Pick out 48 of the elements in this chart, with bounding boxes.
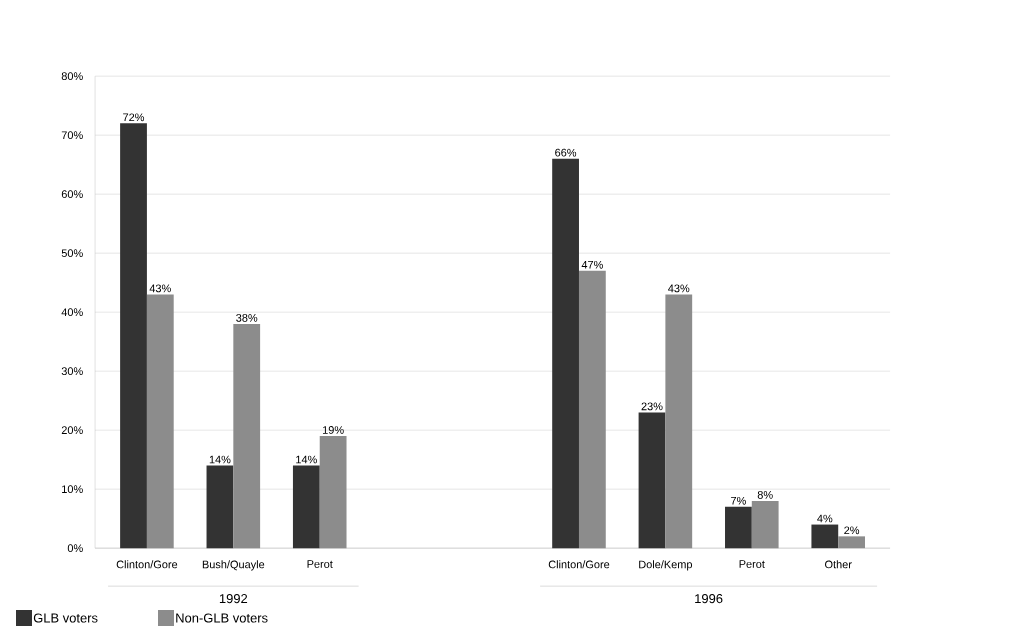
- bar: [206, 465, 234, 549]
- bar: [120, 123, 147, 549]
- x-tick-label: Perot: [307, 560, 333, 568]
- x-tick-label: Bush/Quayle: [202, 560, 265, 571]
- y-tick-label: 60%: [61, 190, 83, 199]
- y-tick-label: 20%: [61, 426, 83, 435]
- y-tick-label: 0%: [67, 544, 83, 553]
- bar: [292, 465, 320, 549]
- data-label: 7%: [731, 497, 746, 505]
- bar: [319, 436, 347, 549]
- data-label: 43%: [668, 284, 690, 293]
- data-label: 2%: [844, 526, 860, 535]
- data-label: 66%: [555, 148, 577, 157]
- y-tick-label: 10%: [62, 485, 83, 494]
- bar: [725, 506, 752, 549]
- bar: [751, 500, 779, 549]
- bar: [233, 323, 261, 549]
- data-label: 38%: [236, 314, 258, 322]
- x-tick-label: Clinton/Gore: [548, 560, 610, 569]
- data-label: 8%: [757, 491, 773, 499]
- data-label: 19%: [322, 426, 344, 434]
- y-tick-label: 80%: [61, 72, 83, 81]
- data-label: 43%: [149, 284, 171, 293]
- bar: [146, 294, 174, 549]
- x-tick-label: Clinton/Gore: [116, 560, 178, 569]
- data-label: 47%: [581, 261, 603, 269]
- legend-label: Non-GLB voters: [176, 613, 268, 623]
- y-tick-label: 30%: [61, 367, 83, 376]
- text: 1992: [219, 594, 248, 604]
- legend-label: GLB voters: [33, 613, 98, 623]
- bar: [811, 524, 839, 549]
- bar: [552, 158, 579, 549]
- y-tick-label: 50%: [61, 249, 83, 258]
- y-tick-label: 40%: [61, 308, 83, 317]
- y-tick-label: 70%: [61, 131, 83, 140]
- bar: [638, 412, 666, 549]
- x-tick-label: Dole/Kemp: [639, 560, 693, 571]
- data-label: 72%: [123, 113, 145, 122]
- bar: [578, 270, 606, 549]
- bar: [838, 536, 866, 549]
- data-label: 14%: [209, 455, 231, 464]
- bar: [665, 294, 693, 549]
- data-label: 14%: [296, 455, 317, 464]
- data-label: 4%: [817, 514, 833, 523]
- x-tick-label: Perot: [739, 560, 765, 568]
- text: 1996: [695, 594, 723, 604]
- x-tick-label: Other: [825, 560, 852, 569]
- data-label: 23%: [641, 402, 663, 411]
